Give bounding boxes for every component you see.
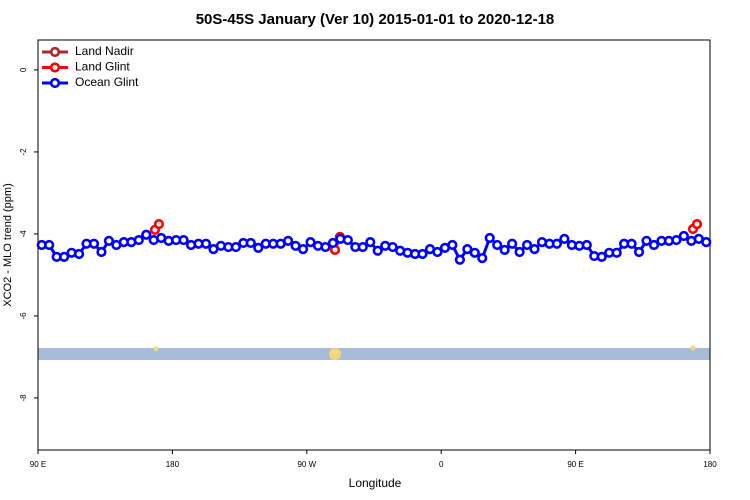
legend-label: Land Glint [75, 60, 130, 74]
point [245, 237, 256, 249]
point [477, 253, 488, 264]
x-axis-label: Longitude [349, 476, 402, 490]
band-dot [329, 348, 341, 360]
point [365, 237, 376, 248]
x-tick-label: 0 [439, 460, 444, 469]
legend-marker [49, 62, 61, 73]
point [230, 241, 241, 253]
y-tick-label: -6 [19, 312, 28, 320]
point [641, 235, 652, 246]
point [88, 238, 100, 249]
point [596, 251, 607, 262]
y-tick-label: 0 [19, 67, 28, 72]
point [153, 218, 165, 230]
point [462, 244, 473, 255]
point [44, 239, 55, 251]
point [678, 230, 689, 242]
point [387, 241, 398, 253]
point [514, 246, 525, 258]
x-tick-label: 180 [703, 460, 717, 469]
point [492, 239, 503, 251]
point [73, 248, 85, 260]
point [701, 237, 712, 248]
point [133, 234, 144, 246]
y-tick-label: -2 [19, 148, 28, 156]
point [417, 248, 428, 260]
point [469, 247, 480, 258]
point [320, 241, 331, 253]
point [141, 229, 152, 240]
point [529, 244, 540, 255]
point [432, 246, 443, 258]
chart-title: 50S-45S January (Ver 10) 2015-01-01 to 2… [196, 11, 555, 28]
x-tick-label: 90 W [297, 460, 316, 469]
point [96, 246, 107, 258]
point [521, 239, 533, 251]
band-dot [153, 346, 159, 352]
y-axis-label: XCO2 - MLO trend (ppm) [2, 183, 14, 306]
point [447, 239, 458, 251]
x-tick-label: 90 E [567, 460, 583, 469]
point [305, 237, 316, 248]
point [372, 245, 383, 256]
x-tick-label: 180 [166, 460, 180, 469]
point [342, 234, 353, 246]
point [499, 244, 510, 256]
point [507, 238, 518, 249]
point [611, 247, 622, 258]
legend-label: Ocean Glint [75, 75, 139, 89]
point [559, 233, 570, 244]
point [59, 251, 70, 262]
point [633, 246, 645, 258]
y-tick-label: -4 [19, 230, 28, 238]
point [626, 238, 637, 249]
point [253, 242, 264, 253]
point [484, 232, 495, 244]
point [671, 234, 682, 246]
point [327, 237, 339, 249]
band-dot [690, 345, 696, 351]
y-tick-label: -8 [19, 394, 28, 402]
point [691, 218, 703, 230]
point [357, 241, 368, 253]
point [648, 239, 660, 251]
legend-label: Land Nadir [75, 44, 134, 58]
point [283, 235, 294, 246]
legend-marker [49, 46, 61, 58]
x-tick-label: 90 E [30, 460, 46, 469]
point [297, 244, 309, 255]
point [581, 239, 592, 251]
point [454, 254, 465, 265]
point [103, 235, 115, 246]
surface-band [38, 348, 710, 360]
legend-marker [49, 77, 61, 89]
point [200, 238, 212, 249]
point [178, 234, 189, 246]
point [551, 238, 563, 249]
